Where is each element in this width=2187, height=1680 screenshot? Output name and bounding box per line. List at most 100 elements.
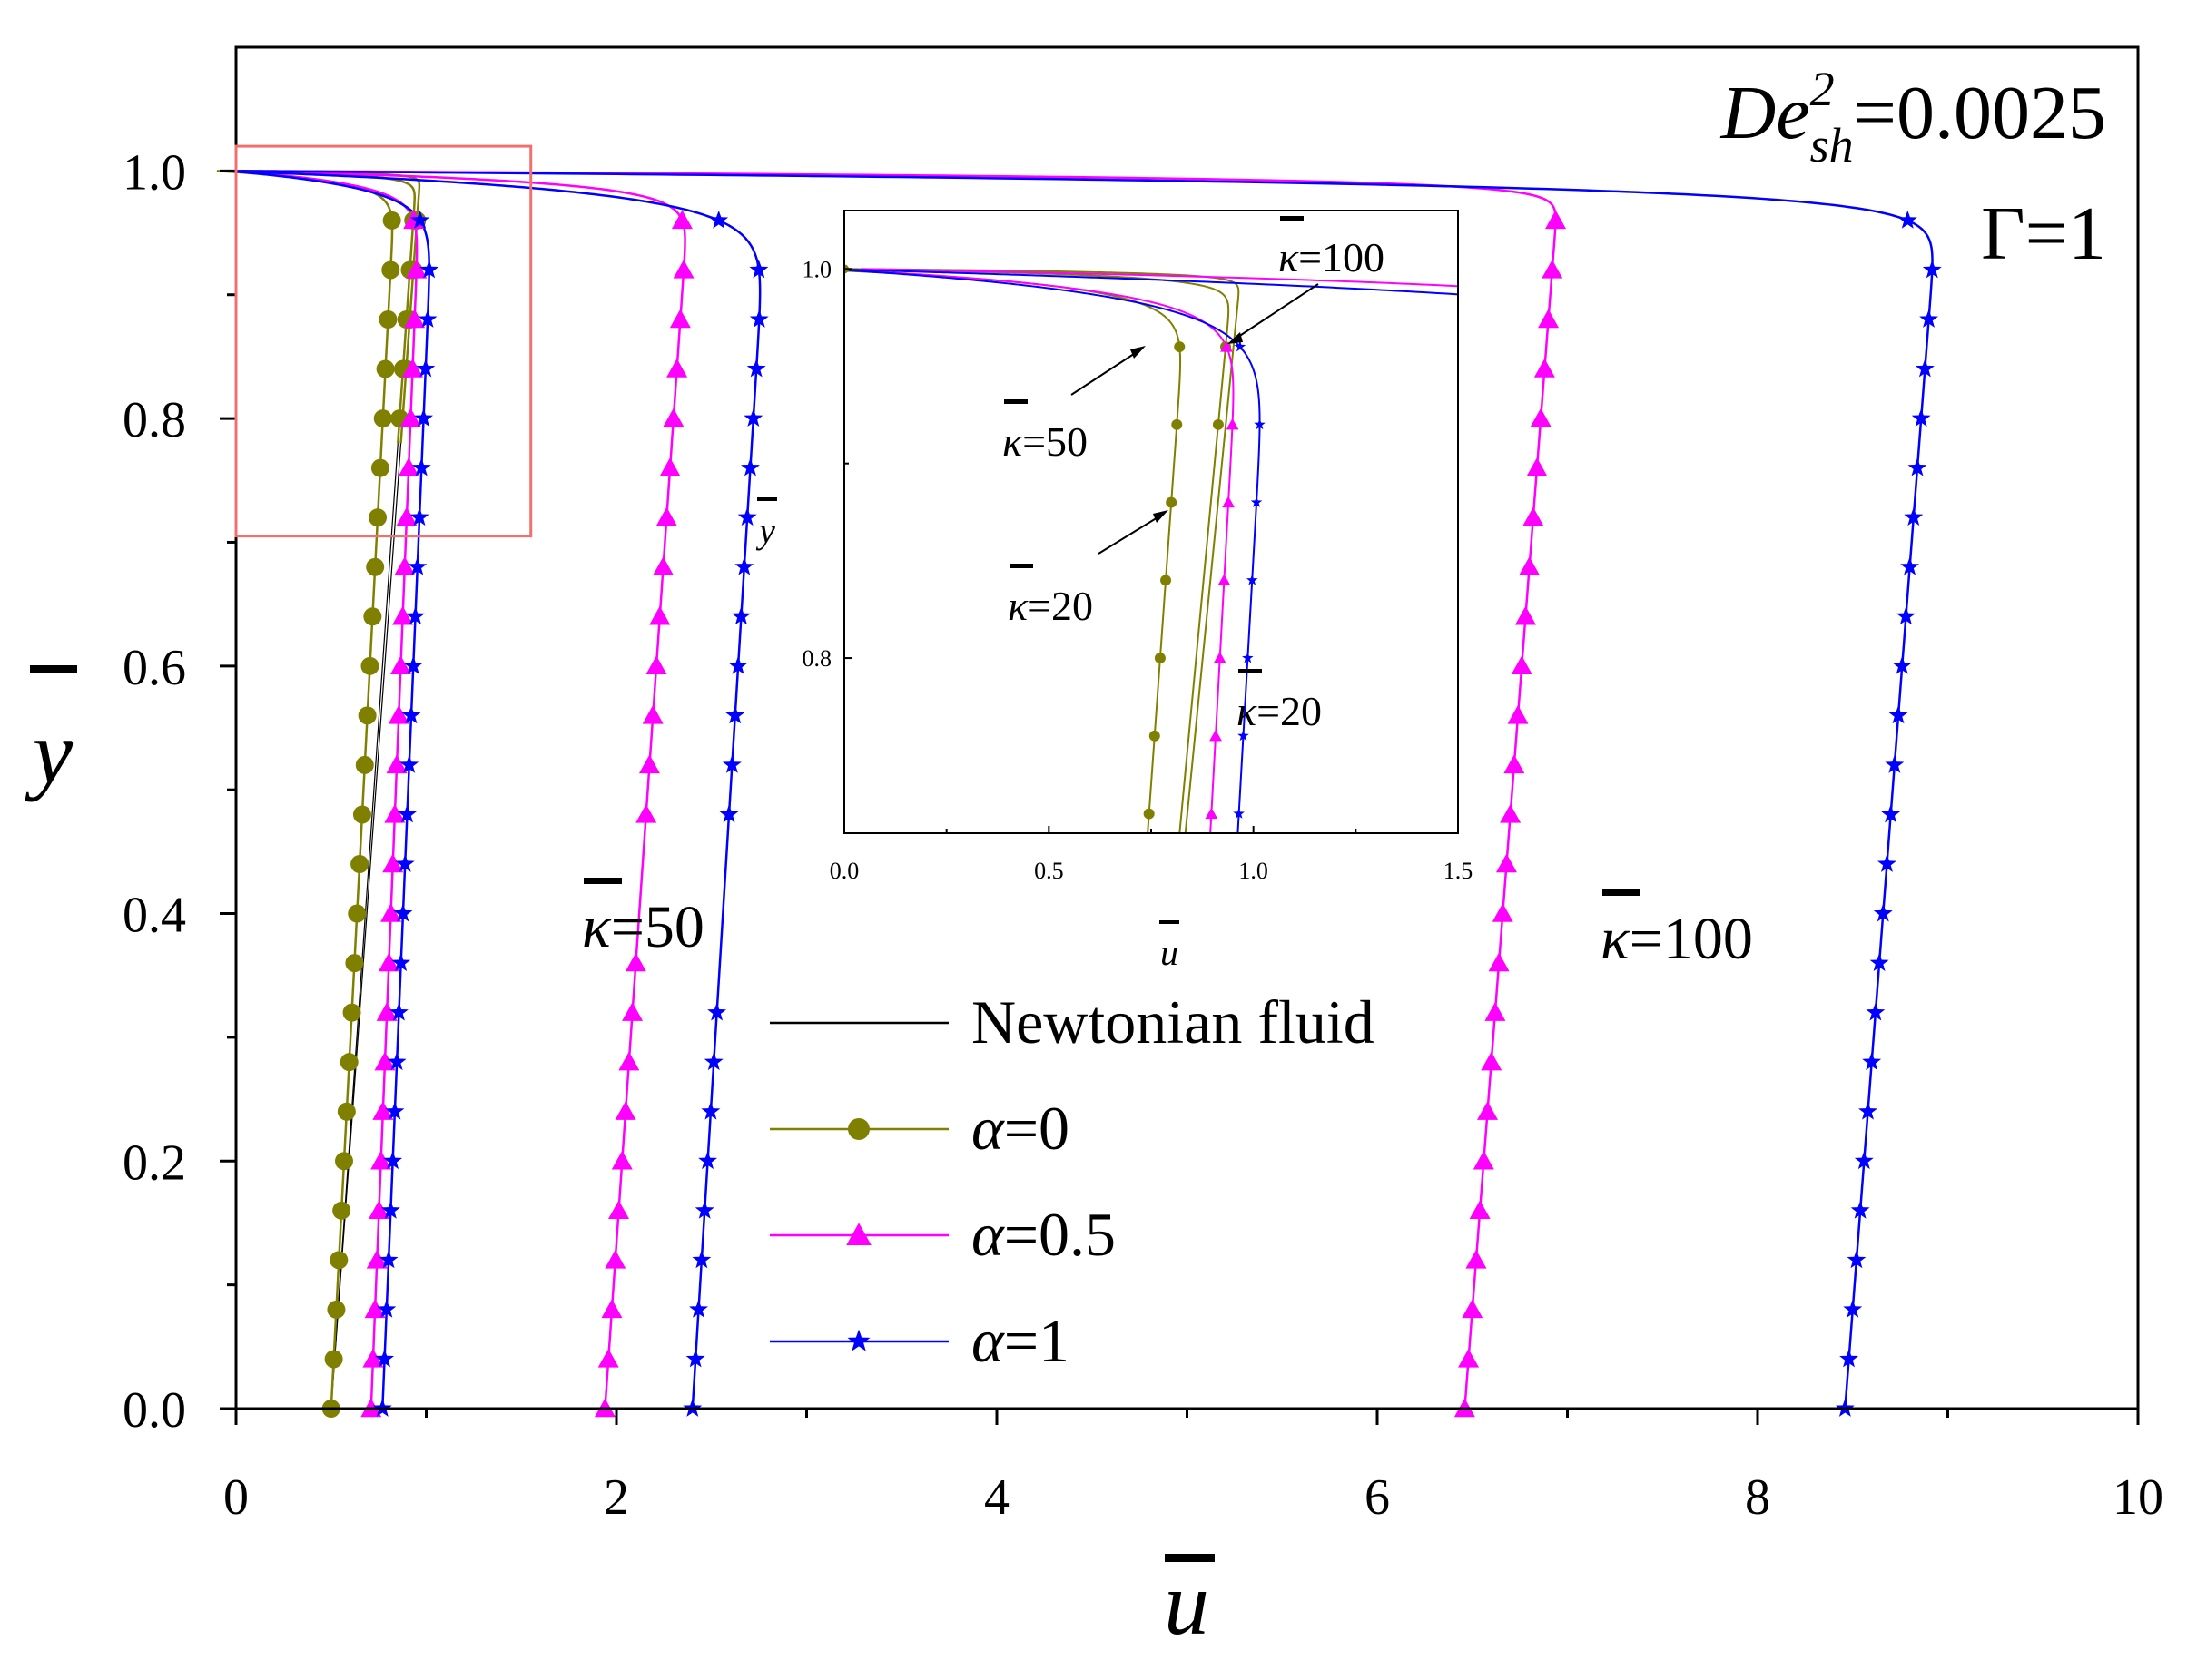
inset-marker-alpha-0-5-kappa-20-y0.92 [1226,418,1239,430]
marker-alpha-0-5-kappa-50-y0.88 [669,309,691,329]
marker-alpha-1-kappa-50-y0.08 [689,1299,708,1318]
marker-alpha-0-kappa-20-y0.2 [334,1152,353,1171]
marker-alpha-0-kappa-20-y0.52 [355,755,374,774]
curve-alpha-1-kappa-20 [227,170,430,1410]
marker-alpha-0-5-kappa-20-y0.28 [374,1051,396,1071]
marker-alpha-1-kappa-50-y0.6 [728,655,748,674]
kappa-100-value: =100 [1630,906,1753,972]
marker-alpha-0-5-kappa-20-y0.2 [370,1150,392,1170]
legend-value-2: =0.5 [1004,1200,1116,1269]
marker-alpha-0-5-kappa-20-y0.76 [398,457,419,476]
marker-alpha-1-kappa-100-y0.16 [1850,1200,1870,1219]
marker-alpha-0-5-kappa-100-y0.32 [1484,1002,1506,1021]
marker-alpha-0-5-kappa-100-y0.84 [1533,359,1555,378]
marker-alpha-0-5-kappa-50-y0.84 [666,359,688,378]
marker-alpha-0-5-kappa-100-y0.88 [1538,309,1560,329]
marker-alpha-1-kappa-20-y0.84 [416,359,436,378]
x-tick-label-6: 6 [1364,1469,1390,1526]
marker-alpha-0-kappa-20-y0.64 [363,607,382,626]
marker-alpha-1-kappa-20-y0.36 [391,953,411,971]
kappa-100-label: κ=100 [1601,889,1753,972]
marker-alpha-0-5-kappa-100-y0.76 [1526,457,1548,476]
inset-x-label-text: u [1160,932,1178,973]
marker-alpha-0-5-kappa-50-y0.08 [601,1299,623,1319]
marker-alpha-0-5-kappa-50-y0.76 [659,457,681,476]
marker-alpha-1-kappa-100-y0.48 [1881,804,1901,823]
inset-marker-alpha-0-kappa-20-y0.92 [1171,418,1183,430]
marker-alpha-0-5-kappa-20-y0.04 [362,1348,384,1368]
inset-axis-ticks: 0.0 0.5 1.0 1.5 0.8 1.0 [803,256,1473,884]
inset-k20b-label: κ=20 [1236,669,1322,734]
marker-alpha-0-5-kappa-100-y0.2 [1473,1150,1494,1170]
legend-value-1: =0 [1004,1094,1069,1163]
marker-alpha-0-5-kappa-20-y0.48 [384,803,406,823]
inset-marker-alpha-1-kappa-20-y0.72 [1233,807,1245,819]
inset-x-tick-label-0.5: 0.5 [1034,858,1064,884]
arrow-k100 [1232,283,1319,341]
deborah-annotation: De2 sh=0.0025 [1720,62,2106,172]
marker-alpha-0-kappa-20-y0.16 [332,1201,351,1220]
legend-value-3: =1 [1004,1306,1069,1375]
marker-alpha-0-kappa-20-y0.56 [358,706,377,725]
inset-k20a-bar [1010,564,1033,568]
marker-alpha-1-kappa-50-y0.32 [707,1002,727,1021]
inset-curve-alpha-0-5-kappa-50 [860,268,1458,288]
marker-alpha-0-kappa-20-y0.24 [337,1102,356,1121]
inset-k100-value: =100 [1298,234,1384,280]
inset-curve-alpha-1-kappa-50 [844,268,1458,296]
inset-marker-alpha-0-5-kappa-20-y0.76 [1209,729,1222,742]
marker-alpha-0-5-kappa-50-y0.12 [605,1249,626,1269]
marker-alpha-1-kappa-100-y0.92 [1922,260,1942,279]
legend-symbol-1: α [971,1094,1005,1163]
deborah-sub: sh [1810,118,1854,172]
inset-marker-alpha-0-kappa-20-y0.8 [1154,653,1166,664]
marker-alpha-1-kappa-20-y0.32 [389,1002,409,1021]
inset-k100-symbol: κ [1278,234,1299,280]
marker-alpha-1-kappa-20-y0.4 [393,903,413,922]
marker-alpha-1-kappa-50-y0.96 [709,210,729,229]
marker-alpha-0-5-kappa-50-y0.8 [663,408,685,427]
inset-marker-alpha-0-5-kappa-20-y0.96 [1220,340,1233,352]
marker-alpha-0-5-kappa-20-y0.72 [396,506,418,526]
marker-alpha-0-kappa-20-y0.48 [352,805,371,824]
marker-alpha-0-kappa-20-y0.6 [360,656,379,675]
marker-alpha-0-5-kappa-100-y0.08 [1462,1299,1483,1319]
marker-alpha-1-kappa-50-y0.68 [734,556,754,575]
marker-alpha-1-kappa-20-y0.12 [379,1250,399,1269]
marker-alpha-1-kappa-50-y0.2 [698,1151,718,1170]
y-tick-label-0.4: 0.4 [123,888,186,944]
marker-alpha-0-kappa-20-y0.44 [350,855,369,873]
inset-x-tick-label-1.5: 1.5 [1443,858,1473,884]
marker-alpha-1-kappa-100-y0.96 [1897,210,1917,229]
marker-alpha-0-5-kappa-20-y0.36 [378,952,399,972]
deborah-sup: 2 [1810,62,1835,116]
inset-marker-alpha-0-kappa-20-y0.96 [1174,341,1186,353]
inset-k20a-label: κ=20 [1008,564,1093,629]
y-tick-label-1: 1.0 [123,144,186,201]
marker-alpha-1-kappa-100-y0.28 [1862,1052,1882,1071]
main-axis-ticks [220,169,2140,1425]
inset-plot: 0.0 0.5 1.0 1.50.81.0 u y κ=100 κ=50 κ=20 κ… [755,209,1473,973]
legend-label-3: α=1 [971,1306,1069,1375]
marker-alpha-1-kappa-50-y0.64 [731,606,751,625]
marker-alpha-1-kappa-20-y0.72 [409,507,429,526]
x-axis-label-bar [1165,1554,1215,1562]
marker-alpha-1-kappa-100-y0.12 [1847,1250,1867,1269]
legend-label-2: α=0.5 [971,1200,1116,1269]
marker-alpha-1-kappa-100-y0.88 [1919,309,1939,328]
marker-alpha-1-kappa-100-y0.36 [1869,953,1889,971]
inset-marker-alpha-0-5-kappa-20-y0.84 [1217,574,1231,585]
inset-marker-alpha-0-5-kappa-20-y0.72 [1205,807,1218,820]
inset-marker-alpha-1-kappa-20-y0.96 [1234,340,1246,352]
marker-alpha-0-5-kappa-20-y0.16 [368,1200,389,1220]
inset-arrows [1070,283,1319,555]
marker-alpha-1-kappa-100-y0.8 [1911,408,1931,427]
marker-alpha-1-kappa-20-y0.08 [377,1299,397,1318]
gamma-annotation: Γ=1 [1981,192,2106,276]
marker-alpha-0-5-kappa-50-y0.48 [635,803,657,823]
inset-y-tick-label-1: 1.0 [803,256,832,282]
inset-x-tick-label-1: 1.0 [1238,858,1268,884]
marker-alpha-0-5-kappa-20-y0.8 [399,408,421,427]
marker-alpha-1-kappa-20-y0.88 [418,309,438,328]
